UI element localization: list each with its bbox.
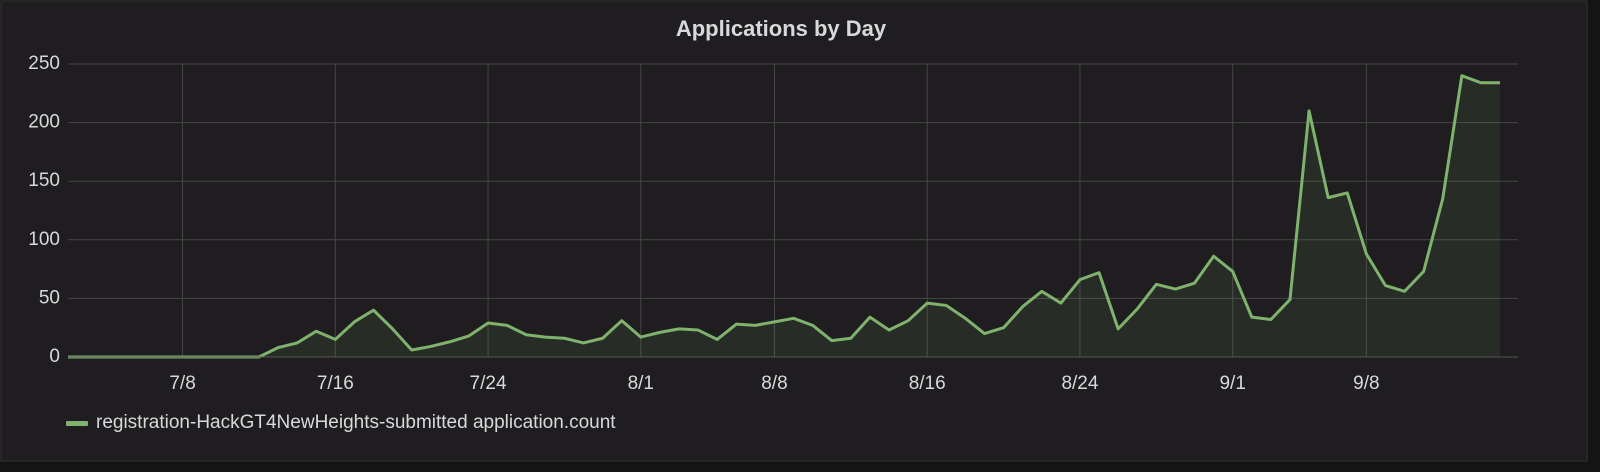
- x-tick-label: 8/8: [761, 373, 787, 394]
- x-tick-label: 7/8: [169, 373, 195, 394]
- y-tick-label: 200: [28, 112, 60, 133]
- area-fill: [68, 75, 1500, 357]
- panel-background: [0, 0, 1588, 462]
- x-tick-label: 8/16: [909, 373, 946, 394]
- line: [68, 74, 1500, 359]
- y-tick-label: 100: [28, 229, 60, 250]
- x-tick-label: 7/16: [317, 373, 354, 394]
- y-tick-label: 150: [28, 170, 60, 191]
- x-tick-label: 8/1: [628, 373, 654, 394]
- y-tick-label: 250: [28, 53, 60, 74]
- y-tick-label: 50: [39, 287, 60, 308]
- legend-label: registration-HackGT4NewHeights-submitted…: [96, 412, 616, 433]
- legend-swatch: [66, 421, 88, 426]
- x-tick-label: 7/24: [470, 373, 507, 394]
- x-tick-label: 9/8: [1353, 373, 1379, 394]
- x-tick-label: 8/24: [1061, 373, 1098, 394]
- y-tick-label: 0: [49, 346, 60, 367]
- chart-title: Applications by Day: [676, 16, 887, 41]
- x-tick-label: 9/1: [1219, 373, 1245, 394]
